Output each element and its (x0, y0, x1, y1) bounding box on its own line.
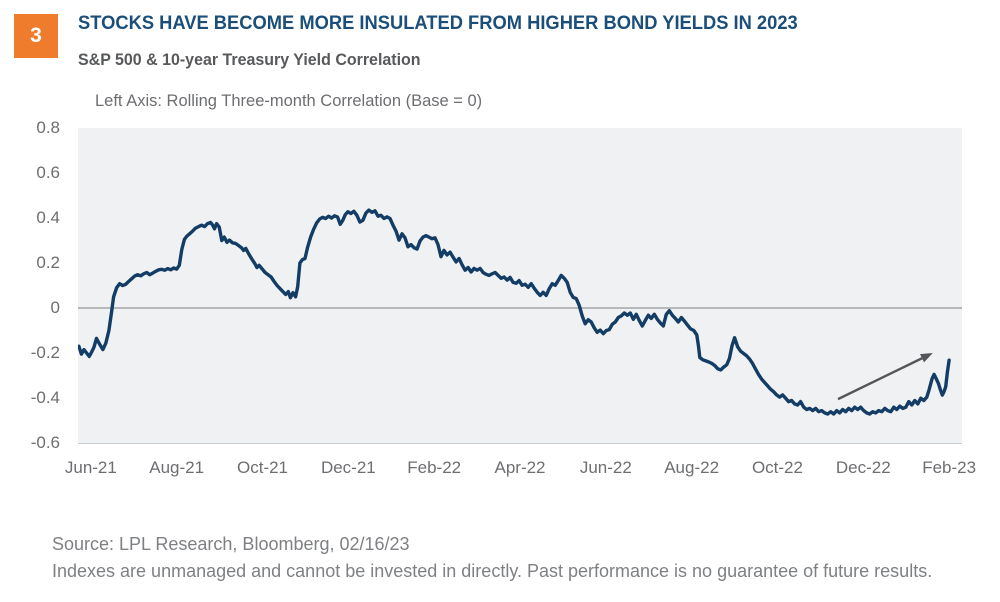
x-tick-label: Dec-22 (835, 458, 891, 477)
x-tick-label: Jun-21 (64, 458, 117, 477)
source-text: Source: LPL Research, Bloomberg, 02/16/2… (52, 534, 410, 554)
correlation-series-line (78, 208, 951, 416)
y-tick-label: 0.8 (36, 118, 60, 137)
y-tick-label: 0.6 (36, 163, 60, 182)
chart-subtitle: S&P 500 & 10-year Treasury Yield Correla… (78, 50, 421, 69)
x-tick-label: Jun-22 (579, 458, 632, 477)
y-tick-label: -0.6 (30, 433, 60, 452)
figure-number: 3 (30, 24, 42, 47)
y-tick-label: 0.4 (36, 208, 60, 227)
figure-number-badge: 3 (14, 14, 58, 58)
y-tick-label: -0.4 (30, 388, 60, 407)
trend-arrow-head-icon (920, 353, 933, 363)
trend-arrow-shaft (837, 357, 923, 401)
page-title: STOCKS HAVE BECOME MORE INSULATED FROM H… (78, 12, 798, 34)
correlation-line-chart (78, 128, 962, 444)
y-tick-label: -0.2 (30, 343, 60, 362)
axis-note: Left Axis: Rolling Three-month Correlati… (95, 92, 483, 110)
x-tick-label: Oct-22 (751, 458, 803, 477)
y-tick-label: 0.2 (36, 253, 60, 272)
disclaimer-text: Indexes are unmanaged and cannot be inve… (52, 561, 933, 581)
x-tick-label: Apr-22 (494, 458, 546, 477)
x-tick-label: Feb-22 (407, 458, 462, 477)
y-tick-label: 0 (50, 298, 60, 317)
x-tick-label: Oct-21 (237, 458, 289, 477)
x-tick-label: Feb-23 (922, 458, 977, 477)
x-tick-label: Aug-22 (664, 458, 720, 477)
x-tick-label: Aug-21 (149, 458, 205, 477)
x-tick-label: Dec-21 (320, 458, 376, 477)
plot-background (78, 128, 962, 443)
